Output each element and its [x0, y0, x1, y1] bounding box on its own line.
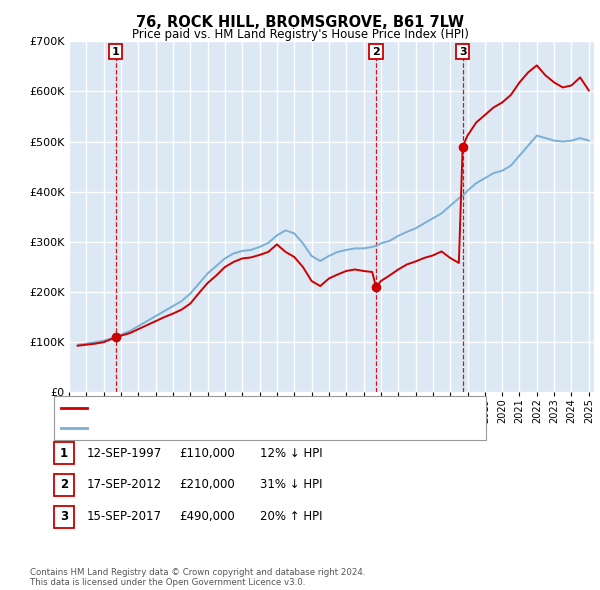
Text: £210,000: £210,000: [179, 478, 235, 491]
Text: 15-SEP-2017: 15-SEP-2017: [87, 510, 162, 523]
Text: 20% ↑ HPI: 20% ↑ HPI: [260, 510, 322, 523]
Text: 12-SEP-1997: 12-SEP-1997: [87, 447, 162, 460]
Text: 17-SEP-2012: 17-SEP-2012: [87, 478, 162, 491]
Text: 2: 2: [60, 478, 68, 491]
Text: Price paid vs. HM Land Registry's House Price Index (HPI): Price paid vs. HM Land Registry's House …: [131, 28, 469, 41]
Text: 1: 1: [60, 447, 68, 460]
Text: HPI: Average price, detached house, Bromsgrove: HPI: Average price, detached house, Brom…: [91, 424, 359, 433]
Text: 76, ROCK HILL, BROMSGROVE, B61 7LW (detached house): 76, ROCK HILL, BROMSGROVE, B61 7LW (deta…: [91, 403, 410, 412]
Text: £490,000: £490,000: [179, 510, 235, 523]
Text: 31% ↓ HPI: 31% ↓ HPI: [260, 478, 322, 491]
Text: 2: 2: [372, 47, 380, 57]
Text: 3: 3: [459, 47, 466, 57]
Text: 76, ROCK HILL, BROMSGROVE, B61 7LW: 76, ROCK HILL, BROMSGROVE, B61 7LW: [136, 15, 464, 30]
Text: 1: 1: [112, 47, 119, 57]
Text: Contains HM Land Registry data © Crown copyright and database right 2024.
This d: Contains HM Land Registry data © Crown c…: [30, 568, 365, 587]
Text: 3: 3: [60, 510, 68, 523]
Text: £110,000: £110,000: [179, 447, 235, 460]
Text: 12% ↓ HPI: 12% ↓ HPI: [260, 447, 322, 460]
